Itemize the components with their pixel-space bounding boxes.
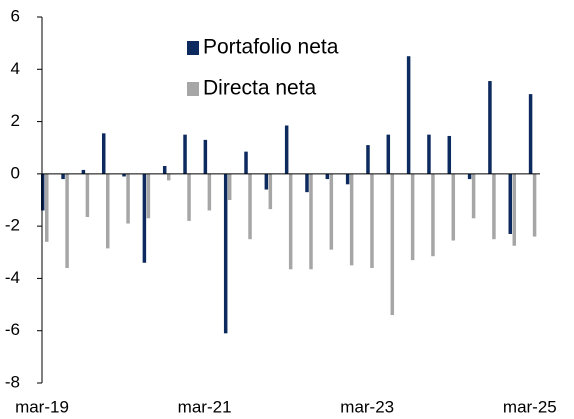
bar (329, 173, 334, 250)
bar (248, 173, 252, 240)
legend-label: Directa neta (203, 77, 317, 100)
bar (284, 125, 289, 174)
bar (305, 173, 309, 193)
bar (41, 173, 45, 211)
y-tick-label: -4 (5, 268, 20, 287)
bar (227, 173, 232, 200)
bar (390, 173, 395, 316)
bar (512, 173, 517, 246)
y-tick-label: 6 (11, 6, 20, 25)
bar (105, 173, 110, 249)
bar (142, 173, 147, 263)
bar (223, 173, 228, 334)
bar (349, 173, 354, 266)
bar (45, 173, 49, 242)
y-tick-label: 2 (11, 111, 20, 130)
bar (492, 173, 496, 240)
legend-label: Portafolio neta (203, 36, 339, 59)
bar (386, 134, 391, 174)
bar (427, 134, 431, 174)
legend-swatch (187, 41, 199, 55)
bar (65, 173, 69, 268)
bar (406, 56, 411, 174)
x-tick-label: mar-25 (503, 397, 557, 416)
bar (345, 173, 350, 185)
bar (447, 135, 452, 174)
bar (325, 173, 330, 180)
bar (288, 173, 293, 270)
bar (203, 139, 208, 174)
bar (85, 173, 90, 217)
bar (410, 173, 415, 261)
bar (467, 173, 472, 180)
bar (146, 173, 151, 219)
bar (187, 173, 191, 221)
bar (532, 173, 537, 237)
x-tick-label: mar-23 (340, 397, 394, 416)
x-tick-label: mar-21 (178, 397, 232, 416)
bar (508, 173, 513, 234)
bar (122, 173, 126, 177)
bar (309, 173, 313, 270)
bar (207, 173, 212, 211)
bar (451, 173, 456, 241)
bar (471, 173, 476, 219)
y-tick-label: -2 (5, 216, 20, 235)
bar (162, 166, 167, 174)
y-tick-label: 0 (11, 163, 20, 182)
y-tick-label: -8 (5, 372, 20, 391)
bar (431, 173, 435, 257)
bar (81, 169, 86, 174)
bar (166, 173, 171, 181)
bar (244, 151, 248, 174)
bar (268, 173, 273, 210)
bar (370, 173, 374, 268)
bar (366, 145, 370, 174)
bar (61, 173, 65, 180)
x-tick-label: mar-19 (15, 397, 69, 416)
bar (264, 173, 269, 190)
y-tick-label: 4 (11, 59, 20, 78)
bar (488, 81, 492, 174)
bar (528, 94, 533, 174)
legend-swatch (187, 82, 199, 96)
bar (183, 134, 187, 174)
y-tick-label: -6 (5, 320, 20, 339)
bar (101, 133, 106, 174)
bar (126, 173, 130, 224)
